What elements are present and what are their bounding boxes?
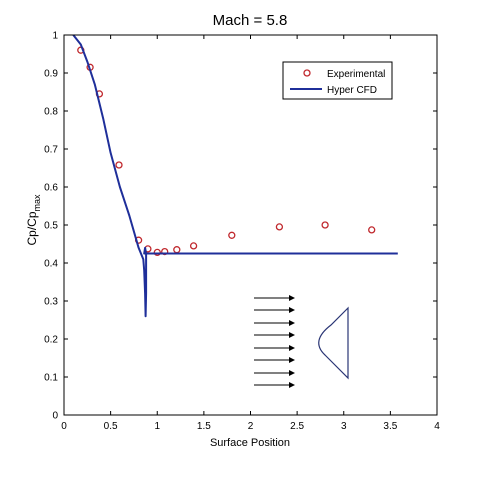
data-point-experimental-10 xyxy=(189,242,198,250)
data-point-experimental-11 xyxy=(228,231,236,239)
x-tick-label: 1.5 xyxy=(197,421,211,432)
y-tick-label: 0.5 xyxy=(44,221,58,232)
x-tick-label: 2.5 xyxy=(290,421,304,432)
data-point-experimental-7 xyxy=(153,248,161,257)
chart-legend: Experimental Hyper CFD xyxy=(282,61,393,100)
legend-marker-experimental xyxy=(303,69,311,77)
y-tick-label: 0.9 xyxy=(44,69,58,80)
x-tick-label: 0 xyxy=(61,421,67,432)
y-tick-label: 0.8 xyxy=(44,107,58,118)
y-axis-label-base: Cp/Cp xyxy=(25,211,39,245)
x-tick-label: 3 xyxy=(341,421,347,432)
y-tick-label: 0 xyxy=(52,411,58,422)
body-shape xyxy=(318,306,349,380)
y-tick-label: 0.1 xyxy=(44,373,58,384)
y-tick-label: 0.2 xyxy=(44,335,58,346)
data-point-experimental-12 xyxy=(275,223,284,231)
x-axis-label: Surface Position xyxy=(210,437,290,449)
y-axis-label: Cp/Cpmax xyxy=(25,194,42,246)
x-tick-label: 3.5 xyxy=(383,421,397,432)
x-tick-label: 4 xyxy=(434,421,440,432)
x-tick-label: 1 xyxy=(154,421,160,432)
data-point-experimental-4 xyxy=(115,161,123,169)
y-axis-label-subscript: max xyxy=(32,194,42,212)
series-line-hyper-cfd xyxy=(72,34,398,318)
legend-label-experimental: Experimental xyxy=(327,69,385,80)
data-point-experimental-14 xyxy=(368,226,376,234)
legend-label-cfd: Hyper CFD xyxy=(327,85,377,96)
legend-box xyxy=(282,61,393,100)
x-tick-label: 2 xyxy=(248,421,254,432)
x-tick-label: 0.5 xyxy=(104,421,118,432)
chart-title: Mach = 5.8 xyxy=(213,12,288,29)
y-tick-label: 0.7 xyxy=(44,145,58,156)
y-tick-label: 1 xyxy=(52,31,58,42)
data-point-experimental-8 xyxy=(161,247,169,256)
y-tick-label: 0.3 xyxy=(44,297,58,308)
data-point-experimental-13 xyxy=(321,221,329,229)
y-tick-label: 0.4 xyxy=(44,259,58,270)
y-tick-label: 0.6 xyxy=(44,183,58,194)
flow-diagram-inset xyxy=(254,295,349,388)
